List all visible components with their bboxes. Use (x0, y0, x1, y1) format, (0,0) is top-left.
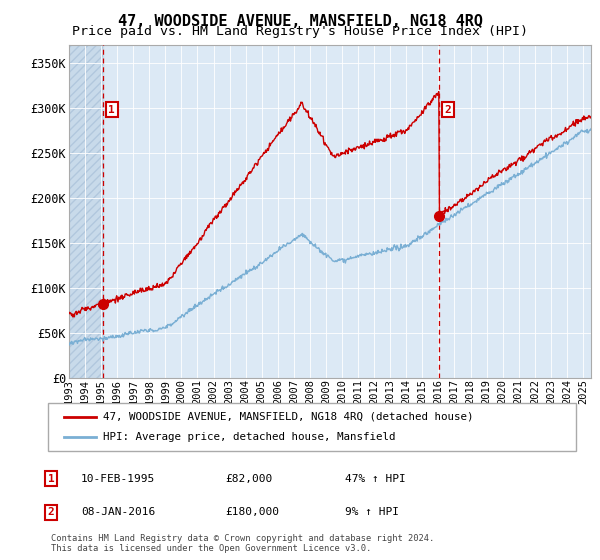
Bar (69, 45, 103, 378)
Text: 2: 2 (445, 105, 451, 115)
Text: 47, WOODSIDE AVENUE, MANSFIELD, NG18 4RQ (detached house): 47, WOODSIDE AVENUE, MANSFIELD, NG18 4RQ… (103, 412, 474, 422)
Text: 1: 1 (47, 474, 55, 484)
Text: 47, WOODSIDE AVENUE, MANSFIELD, NG18 4RQ: 47, WOODSIDE AVENUE, MANSFIELD, NG18 4RQ (118, 14, 482, 29)
Text: Price paid vs. HM Land Registry's House Price Index (HPI): Price paid vs. HM Land Registry's House … (72, 25, 528, 38)
Text: £180,000: £180,000 (225, 507, 279, 517)
Text: Contains HM Land Registry data © Crown copyright and database right 2024.
This d: Contains HM Land Registry data © Crown c… (51, 534, 434, 553)
Text: 9% ↑ HPI: 9% ↑ HPI (345, 507, 399, 517)
Text: 08-JAN-2016: 08-JAN-2016 (81, 507, 155, 517)
Text: HPI: Average price, detached house, Mansfield: HPI: Average price, detached house, Mans… (103, 432, 396, 442)
Bar (69, 45, 103, 378)
Text: £82,000: £82,000 (225, 474, 272, 484)
Text: 2: 2 (47, 507, 55, 517)
Text: 10-FEB-1995: 10-FEB-1995 (81, 474, 155, 484)
FancyBboxPatch shape (48, 403, 576, 451)
Text: 47% ↑ HPI: 47% ↑ HPI (345, 474, 406, 484)
Text: 1: 1 (109, 105, 115, 115)
